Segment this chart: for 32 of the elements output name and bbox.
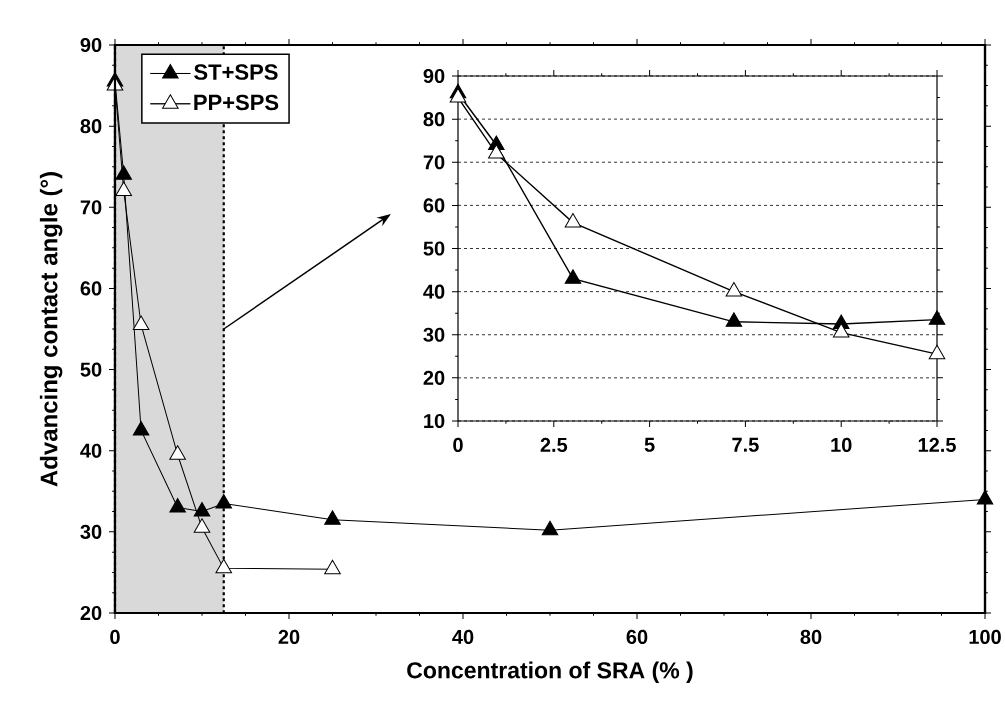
y-tick-label: 70 xyxy=(423,155,445,170)
x-tick-label: 0 xyxy=(453,437,463,453)
x-tick-label: 2.5 xyxy=(540,437,568,453)
y-tick-label: 80 xyxy=(80,119,102,134)
x-axis-title: Concentration of SRA (% ) xyxy=(407,661,693,683)
y-tick-label: 40 xyxy=(423,284,445,299)
y-tick-label: 60 xyxy=(423,198,445,213)
x-tick-label: 10 xyxy=(831,437,852,453)
y-tick-label: 70 xyxy=(80,200,102,215)
y-tick-label: 30 xyxy=(423,327,445,342)
x-tick-label: 20 xyxy=(278,629,300,645)
y-tick-label: 50 xyxy=(80,362,102,377)
y-tick-label: 50 xyxy=(423,241,445,256)
y-tick-label: 10 xyxy=(424,413,445,429)
x-tick-label: 7.5 xyxy=(732,437,759,452)
y-tick-label: 20 xyxy=(423,370,445,385)
legend-label: PP+SPS xyxy=(194,94,279,111)
y-axis-title: Advancing contact angle (°) xyxy=(39,172,63,487)
x-tick-label: 100 xyxy=(969,629,1001,645)
y-tick-label: 80 xyxy=(423,112,445,127)
y-tick-label: 90 xyxy=(80,37,102,53)
y-tick-label: 20 xyxy=(80,605,102,621)
y-tick-label: 30 xyxy=(80,524,102,539)
x-tick-label: 40 xyxy=(452,629,474,645)
y-tick-label: 60 xyxy=(80,281,102,296)
x-tick-label: 0 xyxy=(110,629,120,645)
x-tick-label: 12.5 xyxy=(918,437,956,453)
y-tick-label: 90 xyxy=(423,68,445,84)
x-tick-label: 60 xyxy=(626,629,648,645)
x-tick-label: 5 xyxy=(644,437,655,452)
x-tick-label: 80 xyxy=(800,629,822,645)
legend-label: ST+SPS xyxy=(194,64,278,80)
